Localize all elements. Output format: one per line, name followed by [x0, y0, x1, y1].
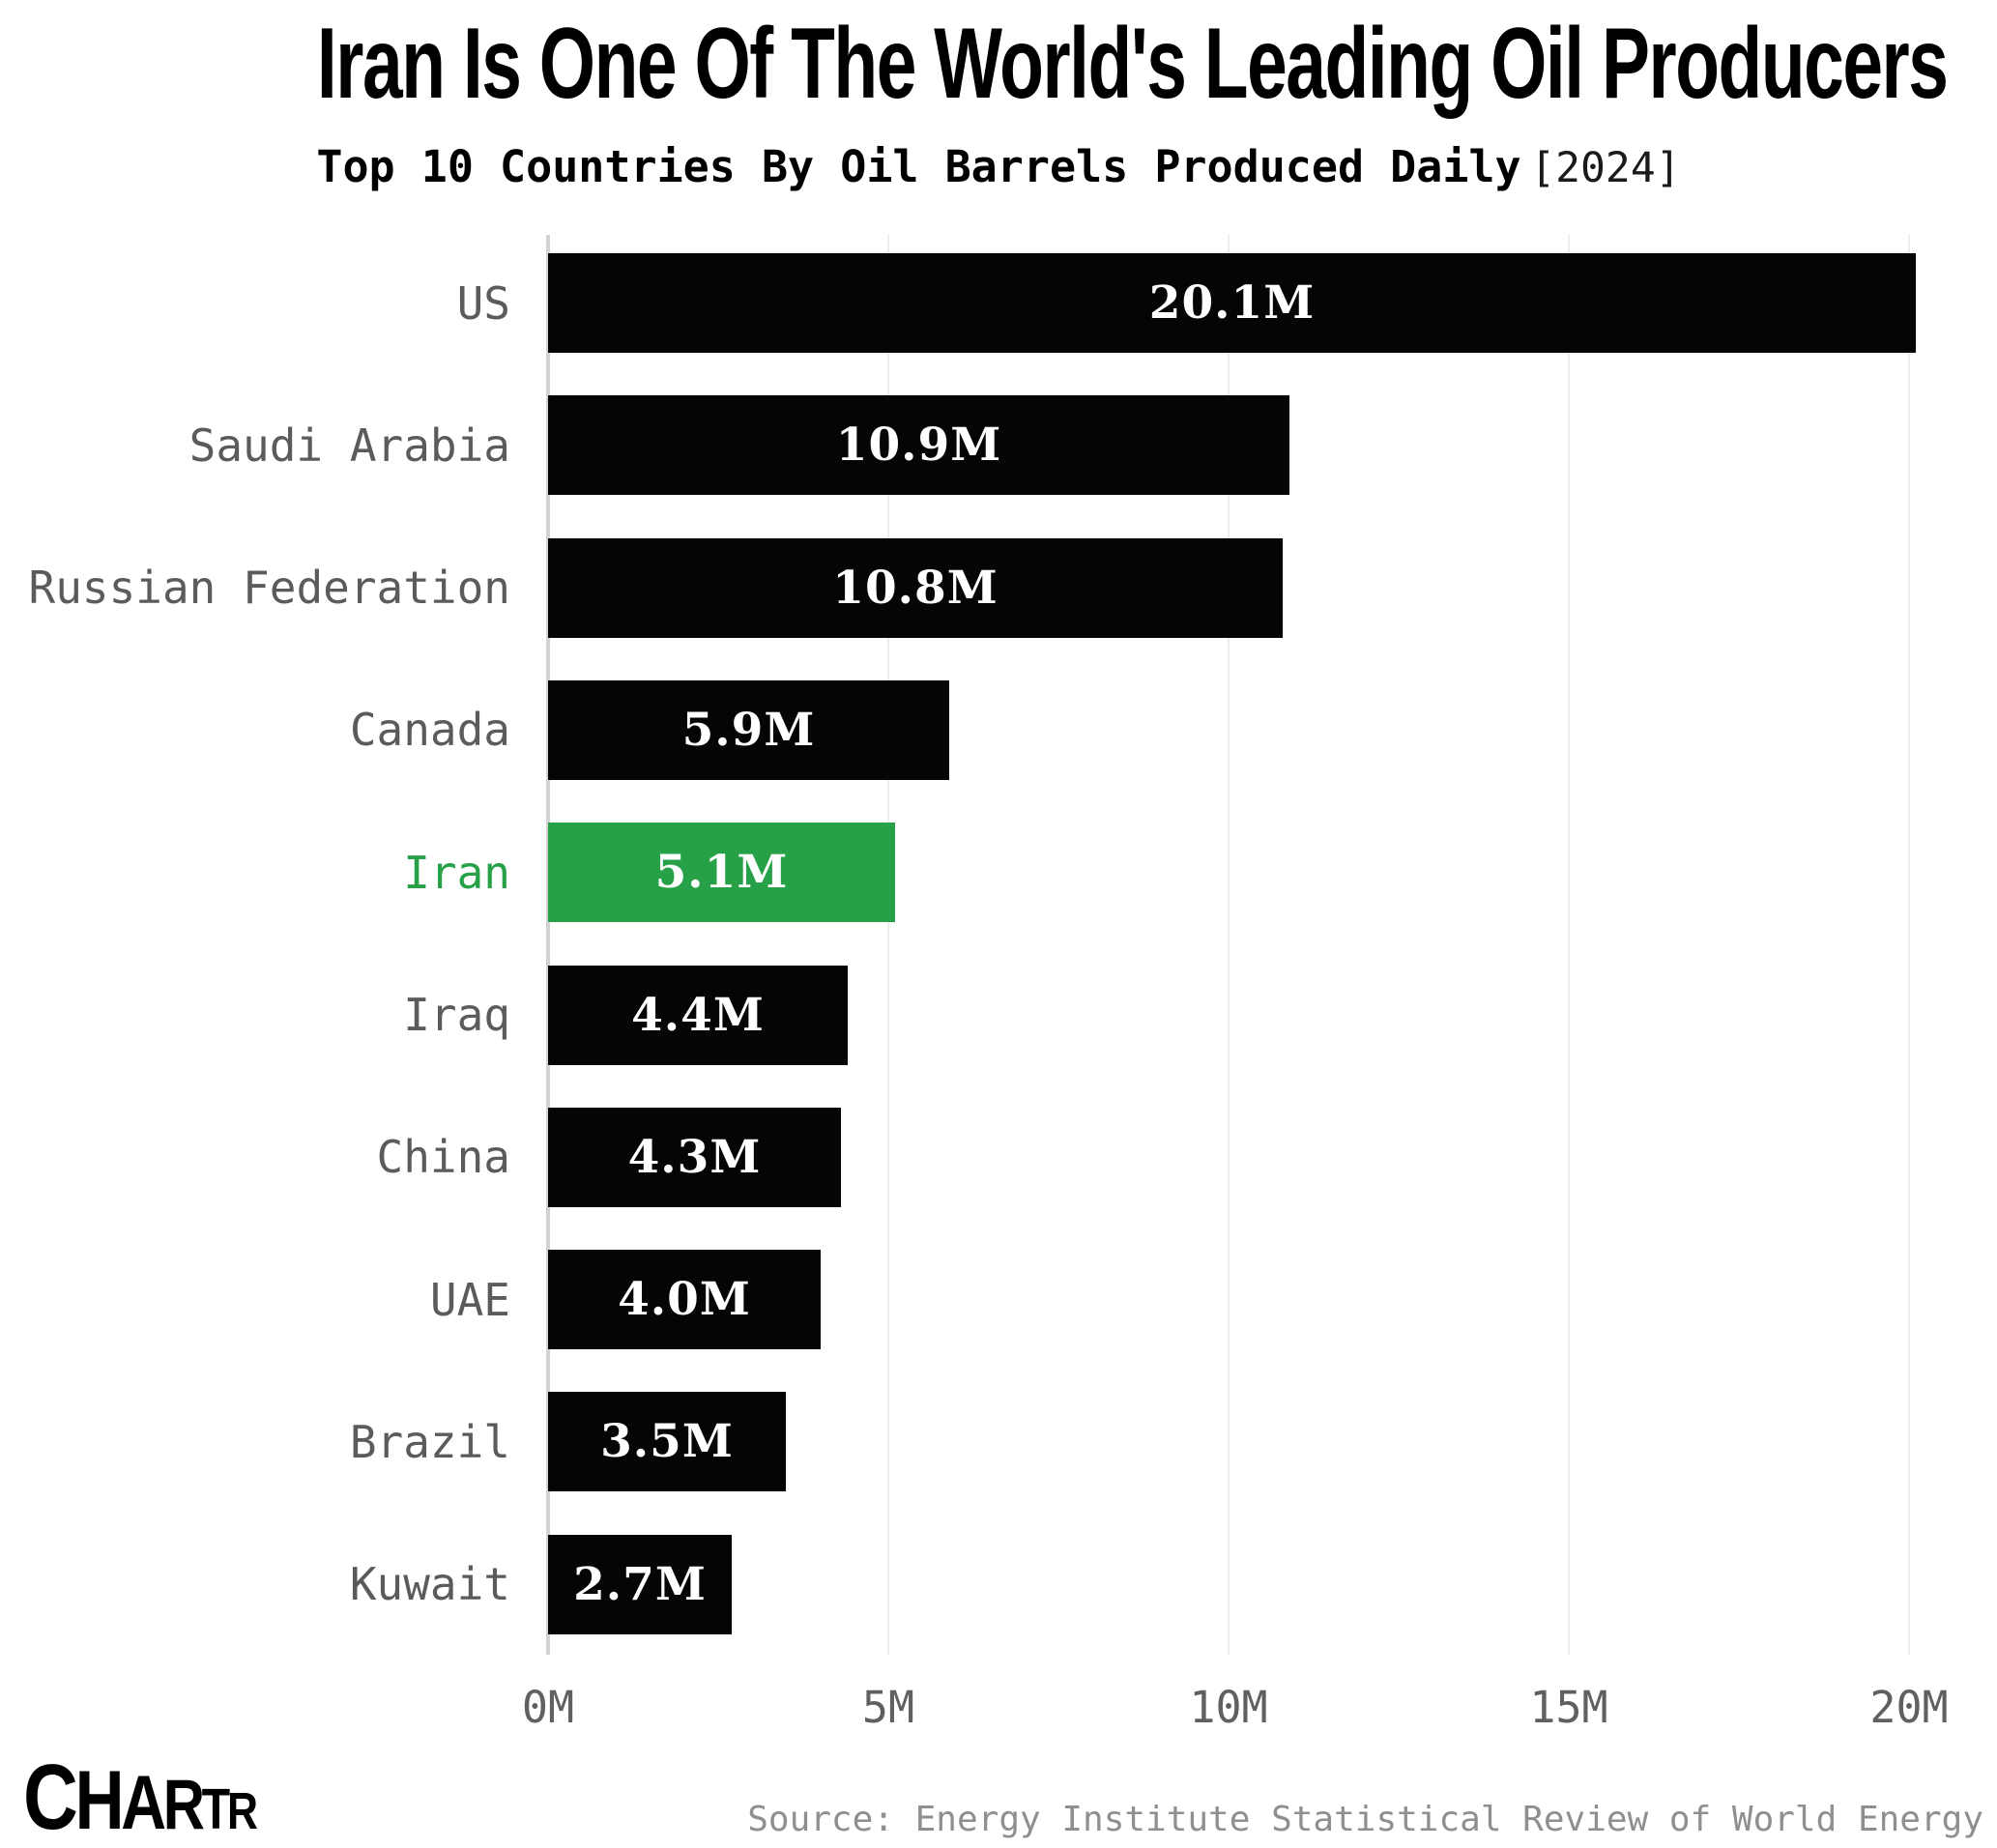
bar-iraq: 4.4M: [548, 965, 848, 1065]
bar-brazil: 3.5M: [548, 1392, 786, 1492]
bar-value-label: 10.9M: [835, 419, 1002, 473]
logo-letter: R: [226, 1782, 258, 1840]
x-tick-label: 5M: [861, 1682, 915, 1733]
logo-letter: T: [201, 1777, 231, 1841]
bar-value-label: 20.1M: [1148, 276, 1316, 330]
x-tick-label: 15M: [1529, 1682, 1608, 1733]
bar-us: 20.1M: [548, 253, 1916, 353]
category-label-brazil: Brazil: [349, 1415, 510, 1468]
bar-russian-federation: 10.8M: [548, 537, 1283, 638]
y-axis-line: [546, 235, 550, 1655]
subtitle-year-tag: [2024]: [1530, 144, 1681, 192]
source-attribution: Source: Energy Institute Statistical Rev…: [747, 1800, 1983, 1839]
category-label-us: US: [456, 276, 510, 330]
category-label-canada: Canada: [349, 704, 510, 757]
chartr-logo: CHARTR: [23, 1751, 258, 1848]
bar-value-label: 10.8M: [832, 561, 998, 615]
gridline: [1228, 235, 1230, 1655]
logo-letter: C: [23, 1746, 78, 1848]
gridline: [1568, 235, 1570, 1655]
bar-value-label: 4.3M: [627, 1130, 762, 1184]
page-subtitle: Top 10 Countries By Oil Barrels Produced…: [0, 141, 1997, 192]
category-label-saudi-arabia: Saudi Arabia: [188, 419, 510, 472]
bar-value-label: 4.4M: [631, 988, 765, 1042]
bar-value-label: 5.9M: [681, 703, 816, 757]
category-label-russian-federation: Russian Federation: [28, 562, 511, 615]
logo-letter: A: [121, 1759, 166, 1845]
gridline: [887, 235, 889, 1655]
bar-kuwait: 2.7M: [548, 1534, 732, 1634]
logo-letter: R: [162, 1766, 205, 1844]
subtitle-text: Top 10 Countries By Oil Barrels Produced…: [316, 141, 1521, 192]
bar-china: 4.3M: [548, 1107, 841, 1207]
logo-letter: H: [74, 1754, 125, 1847]
category-label-uae: UAE: [429, 1273, 510, 1326]
x-tick-label: 10M: [1189, 1682, 1268, 1733]
bar-value-label: 2.7M: [573, 1557, 707, 1611]
page-title: Iran Is One Of The World's Leading Oil P…: [0, 14, 1997, 114]
bar-value-label: 5.1M: [654, 846, 789, 900]
bar-value-label: 4.0M: [618, 1273, 751, 1327]
x-tick-label: 0M: [521, 1682, 575, 1733]
x-tick-label: 20M: [1869, 1682, 1949, 1733]
bar-canada: 5.9M: [548, 679, 949, 780]
page-title-text: Iran Is One Of The World's Leading Oil P…: [316, 8, 1949, 120]
bar-iran: 5.1M: [548, 823, 895, 923]
gridline: [1908, 235, 1910, 1655]
category-label-china: China: [376, 1131, 510, 1184]
bar-uae: 4.0M: [548, 1250, 821, 1350]
bar-value-label: 3.5M: [600, 1415, 734, 1469]
category-label-iran: Iran: [403, 846, 510, 899]
bar-saudi-arabia: 10.9M: [548, 395, 1289, 496]
category-label-kuwait: Kuwait: [349, 1558, 510, 1611]
category-label-iraq: Iraq: [403, 989, 510, 1041]
